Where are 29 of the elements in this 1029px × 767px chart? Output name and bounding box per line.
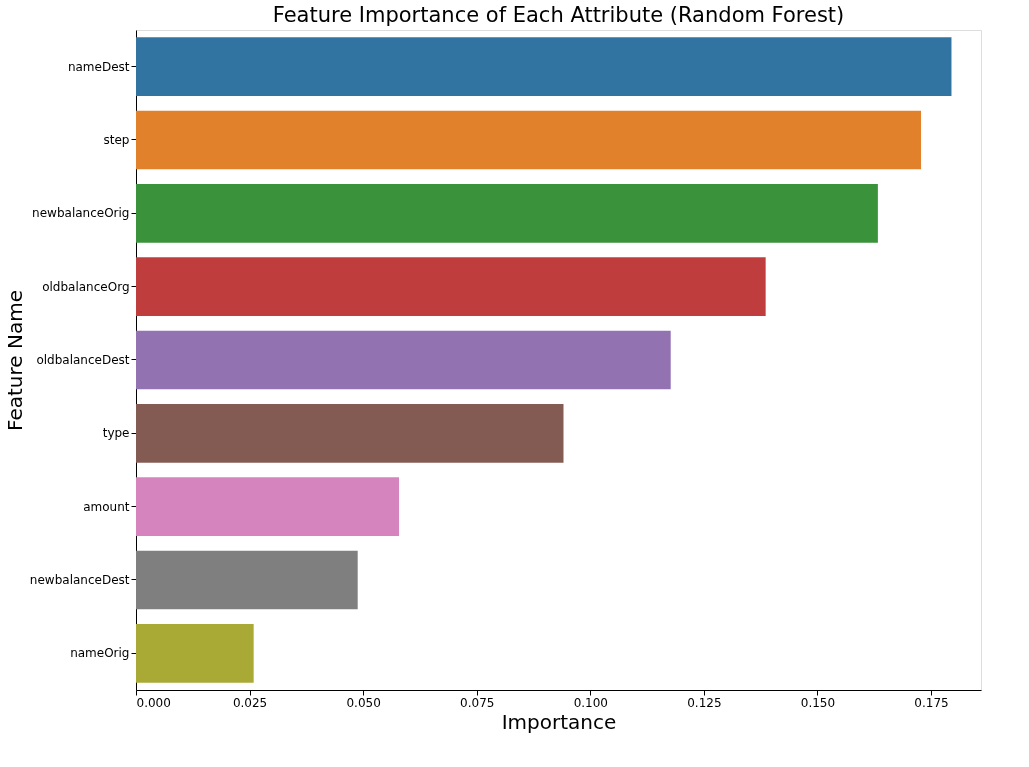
y-tick-label: oldbalanceDest xyxy=(36,353,130,367)
x-tick-label: 0.050 xyxy=(346,695,381,710)
x-tick-label: 0.025 xyxy=(232,695,268,710)
y-tick-label: type xyxy=(102,426,130,441)
y-tick-label: amount xyxy=(83,499,130,514)
y-tick-label: newbalanceOrig xyxy=(32,206,130,221)
bar xyxy=(136,477,400,536)
x-axis-title: Importance xyxy=(501,709,617,734)
y-tick-label: nameDest xyxy=(67,59,130,74)
x-tick-label: 0.100 xyxy=(573,695,608,710)
y-tick-label: nameOrig xyxy=(70,646,130,661)
x-tick-label: 0.000 xyxy=(136,695,171,710)
bar xyxy=(136,330,671,390)
bar xyxy=(136,257,766,316)
y-tick-label: oldbalanceOrg xyxy=(42,279,130,294)
x-tick-label: 0.150 xyxy=(800,695,836,710)
bar xyxy=(136,624,254,683)
bar xyxy=(136,37,952,96)
bar xyxy=(136,404,564,463)
bar xyxy=(136,110,922,170)
x-tick-label: 0.075 xyxy=(460,695,495,710)
y-tick-label: newbalanceDest xyxy=(29,573,130,587)
y-tick-label: step xyxy=(103,133,130,147)
y-axis-title: Feature Name xyxy=(2,290,27,431)
chart-title: Feature Importance of Each Attribute (Random Forest) xyxy=(272,3,845,27)
bar xyxy=(136,184,878,243)
x-tick-label: 0.125 xyxy=(687,695,722,710)
x-tick-label: 0.175 xyxy=(914,695,949,710)
bar xyxy=(136,550,358,610)
